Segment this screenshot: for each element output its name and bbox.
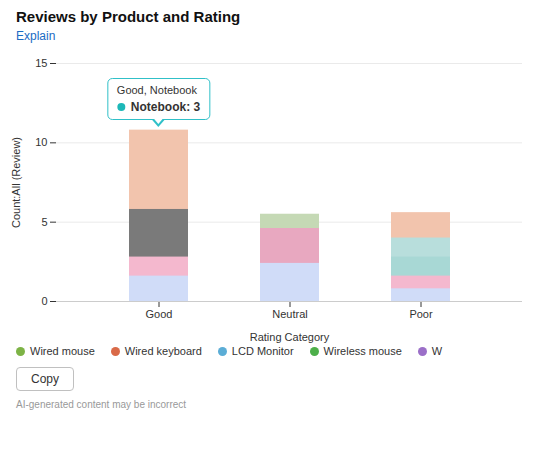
svg-text:15: 15 [35, 57, 47, 69]
html-text:AI-generated content may be in: AI-generated content may be incorrect [16, 399, 187, 410]
html-text:W: W [431, 345, 443, 357]
svg-text:10: 10 [35, 136, 47, 148]
svg-text:5: 5 [41, 216, 47, 228]
html-text:Wired mouse: Wired mouse [30, 345, 95, 357]
html-text:LCD Monitor: LCD Monitor [231, 345, 294, 357]
svg-text:Rating Category: Rating Category [250, 331, 330, 343]
svg-text:Count:All (Review): Count:All (Review) [10, 137, 22, 228]
html-text:Reviews by Product and Rating: Reviews by Product and Rating [16, 8, 241, 25]
svg-text:0: 0 [41, 295, 47, 307]
html-text:Copy: Copy [31, 372, 59, 386]
html-text:Notebook: 3: Notebook: 3 [130, 99, 201, 114]
html-text:Wired keyboard: Wired keyboard [124, 345, 202, 357]
html-text:Wireless mouse: Wireless mouse [323, 345, 402, 357]
html-text:Good, Notebook: Good, Notebook [116, 83, 197, 96]
svg-text:Poor: Poor [409, 308, 433, 320]
svg-text:Good: Good [146, 308, 173, 320]
html-text:Explain: Explain [16, 29, 56, 43]
svg-text:Neutral: Neutral [272, 308, 307, 320]
